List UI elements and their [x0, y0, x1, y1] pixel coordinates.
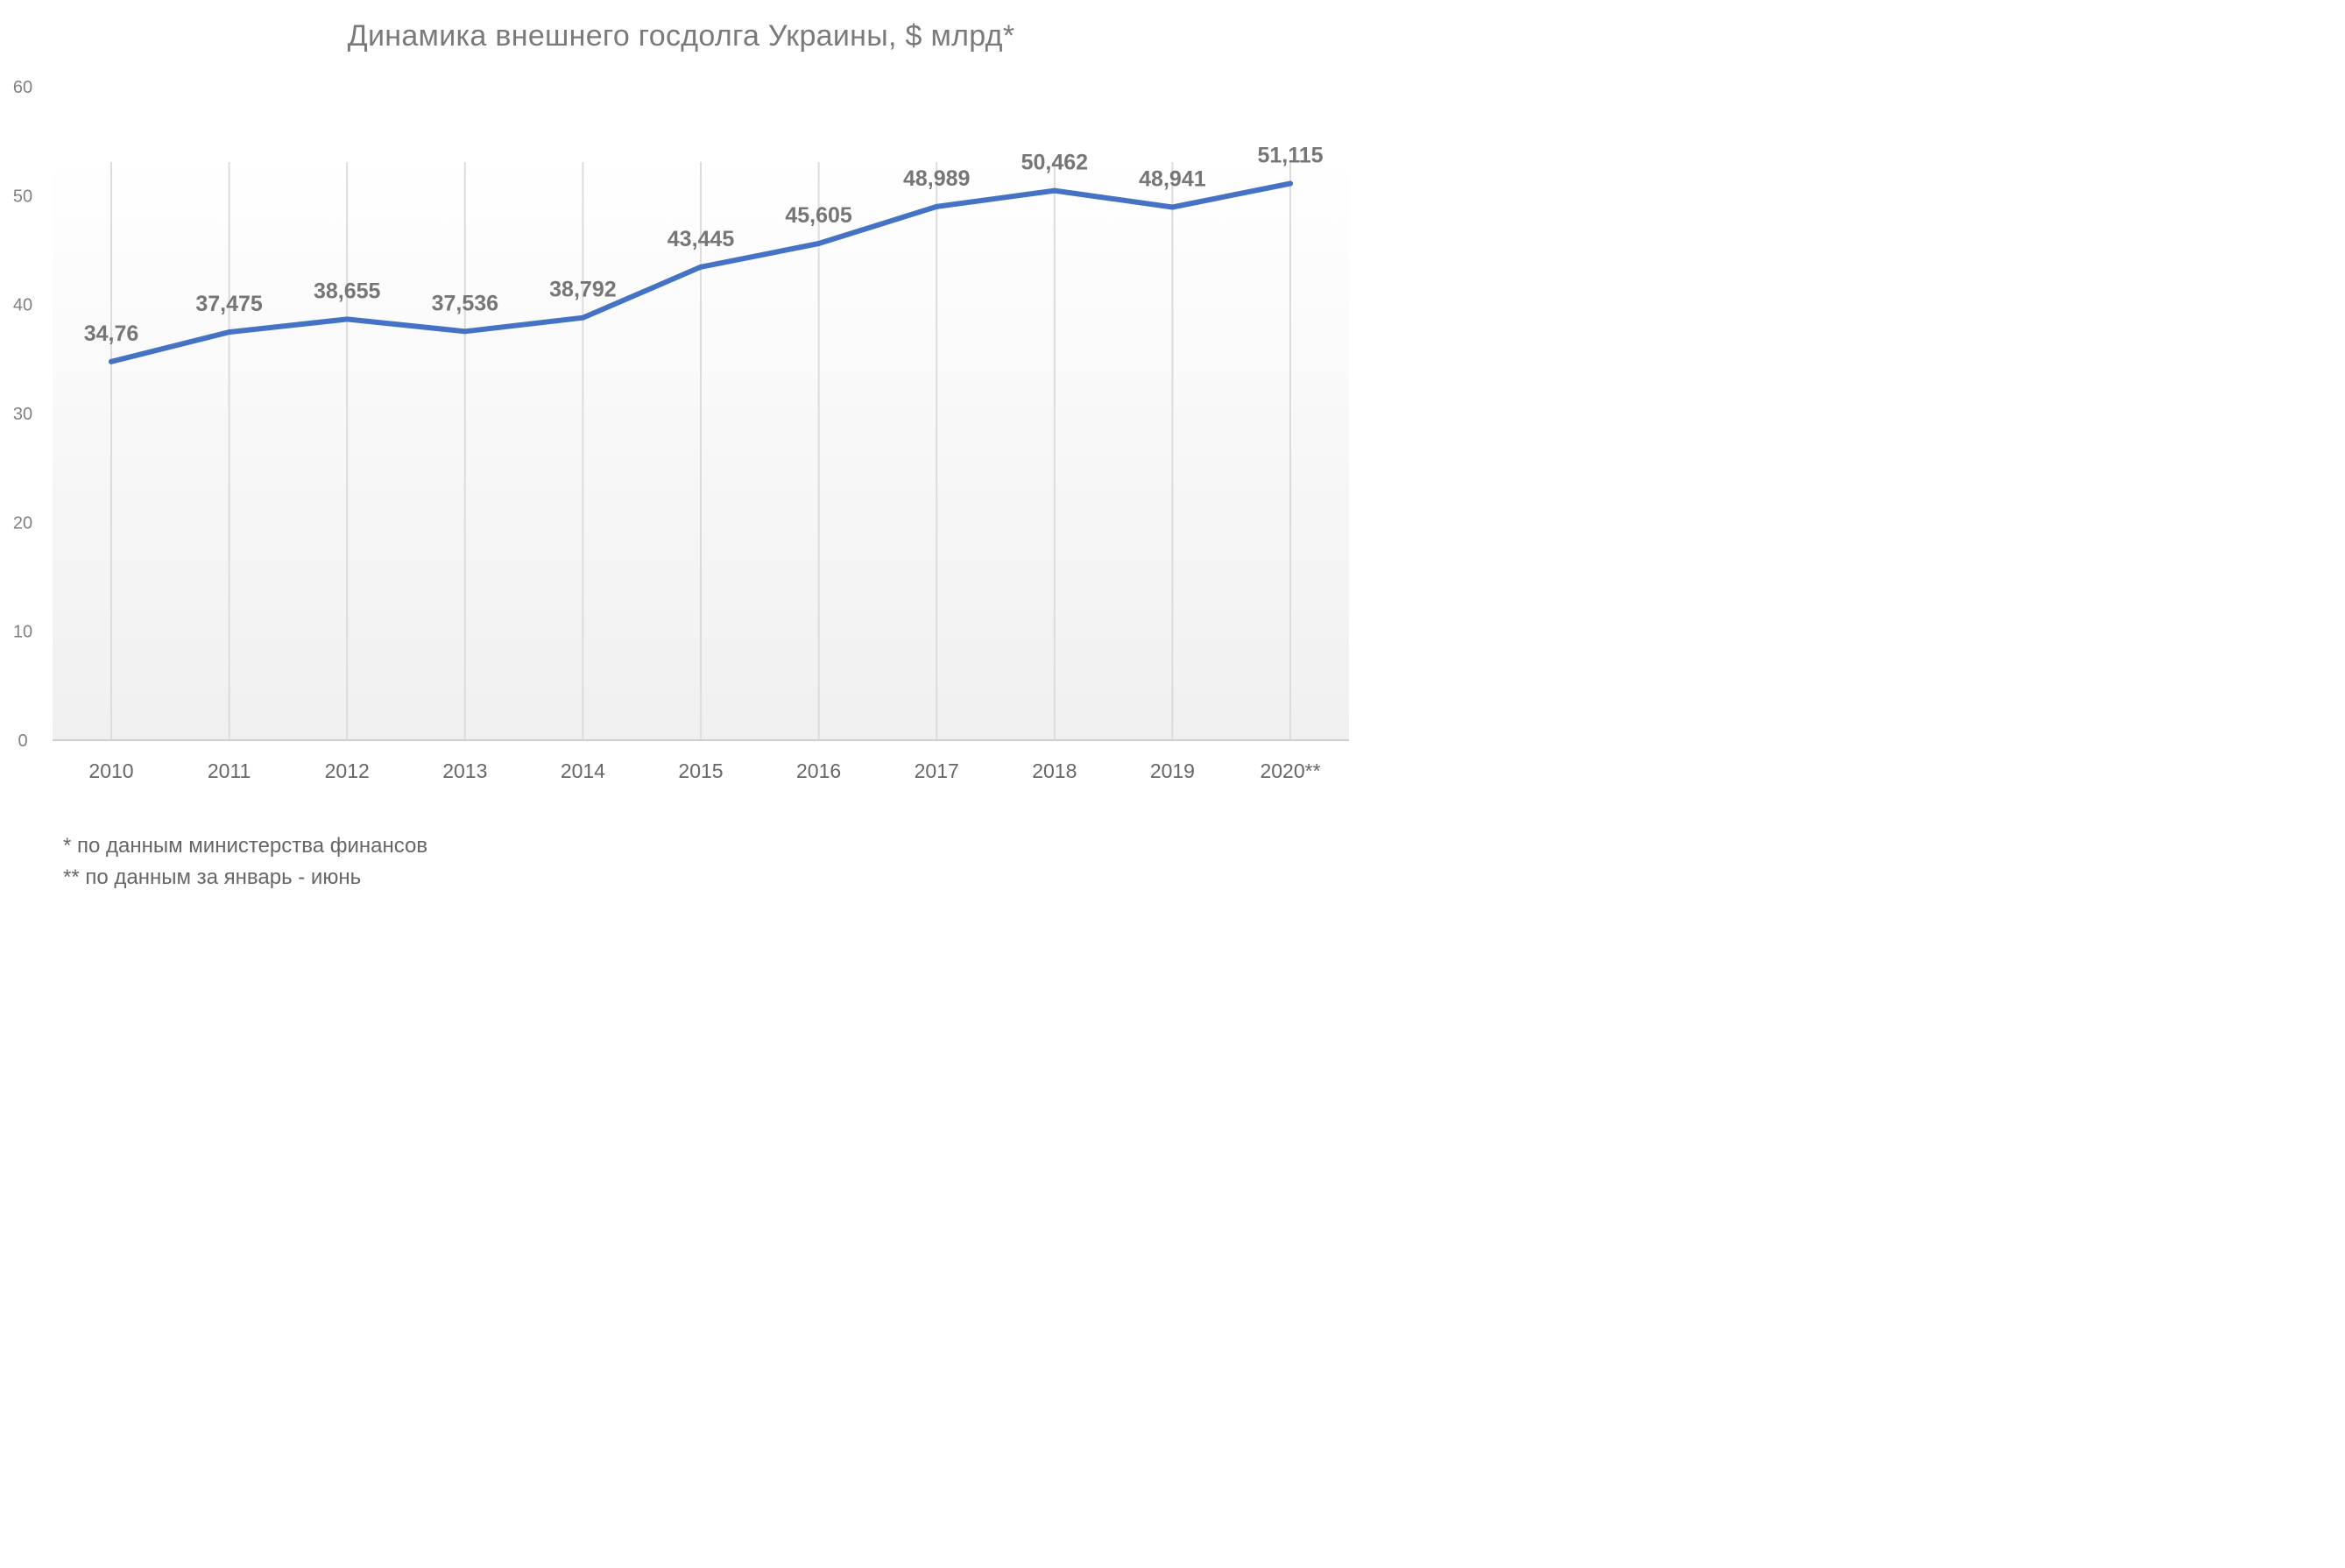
data-point-2014 — [580, 314, 586, 321]
data-point-2013 — [462, 328, 468, 335]
data-label-2020**: 51,115 — [1257, 143, 1323, 167]
data-points — [109, 180, 1293, 364]
data-labels: 34,76 37,475 38,655 37,536 38,792 43,445 45,60… — [84, 143, 1324, 345]
x-tick-label-2020**: 2020** — [1260, 759, 1320, 782]
x-tick-label-2010: 2010 — [88, 759, 133, 782]
data-label-2018: 50,462 — [1021, 151, 1088, 175]
x-tick-label-2015: 2015 — [678, 759, 723, 782]
data-point-2019 — [1169, 204, 1176, 210]
x-tick-label-2018: 2018 — [1032, 759, 1077, 782]
data-label-2014: 38,792 — [549, 278, 616, 302]
data-point-2016 — [816, 240, 822, 246]
chart-title: Динамика внешнего госдолга Украины, $ мл… — [347, 19, 1015, 53]
data-label-2017: 48,989 — [903, 166, 970, 191]
y-tick-label-60: 60 — [13, 78, 32, 97]
data-label-2012: 38,655 — [314, 279, 381, 303]
y-tick-label-30: 30 — [13, 405, 32, 424]
y-tick-label-0: 0 — [18, 731, 27, 751]
x-tick-label-2011: 2011 — [208, 759, 251, 782]
data-point-2012 — [344, 316, 350, 322]
x-tick-label-2016: 2016 — [796, 759, 841, 782]
data-point-2017 — [934, 203, 940, 209]
data-label-2013: 37,536 — [432, 291, 498, 315]
y-tick-label-20: 20 — [13, 513, 32, 533]
y-tick-label-50: 50 — [13, 187, 32, 206]
x-tick-label-2019: 2019 — [1150, 759, 1195, 782]
data-label-2011: 37,475 — [195, 292, 263, 316]
data-point-2015 — [698, 264, 703, 270]
data-label-2015: 43,445 — [667, 227, 735, 251]
x-tick-label-2014: 2014 — [561, 759, 605, 782]
x-tick-label-2012: 2012 — [325, 759, 370, 782]
x-axis-tick-labels: 2010 2011 2012 2013 2014 2015 2016 2017 2018 2019… — [88, 759, 1320, 782]
data-label-2010: 34,76 — [84, 321, 139, 346]
data-point-2010 — [109, 358, 114, 364]
y-axis-tick-labels: 0 10 20 30 40 50 60 — [13, 78, 32, 751]
y-tick-label-10: 10 — [13, 623, 32, 642]
y-tick-label-40: 40 — [13, 296, 32, 315]
x-tick-label-2017: 2017 — [915, 759, 959, 782]
x-tick-label-2013: 2013 — [442, 759, 487, 782]
footnote-period: ** по данным за январь - июнь — [63, 865, 362, 889]
footnote-ministry: * по данным министерства финансов — [63, 834, 428, 858]
data-point-2020** — [1288, 180, 1293, 187]
data-point-2011 — [226, 329, 232, 335]
data-point-2018 — [1051, 187, 1057, 194]
data-label-2019: 48,941 — [1139, 167, 1206, 192]
gridlines — [110, 162, 1291, 740]
data-label-2016: 45,605 — [785, 203, 852, 228]
